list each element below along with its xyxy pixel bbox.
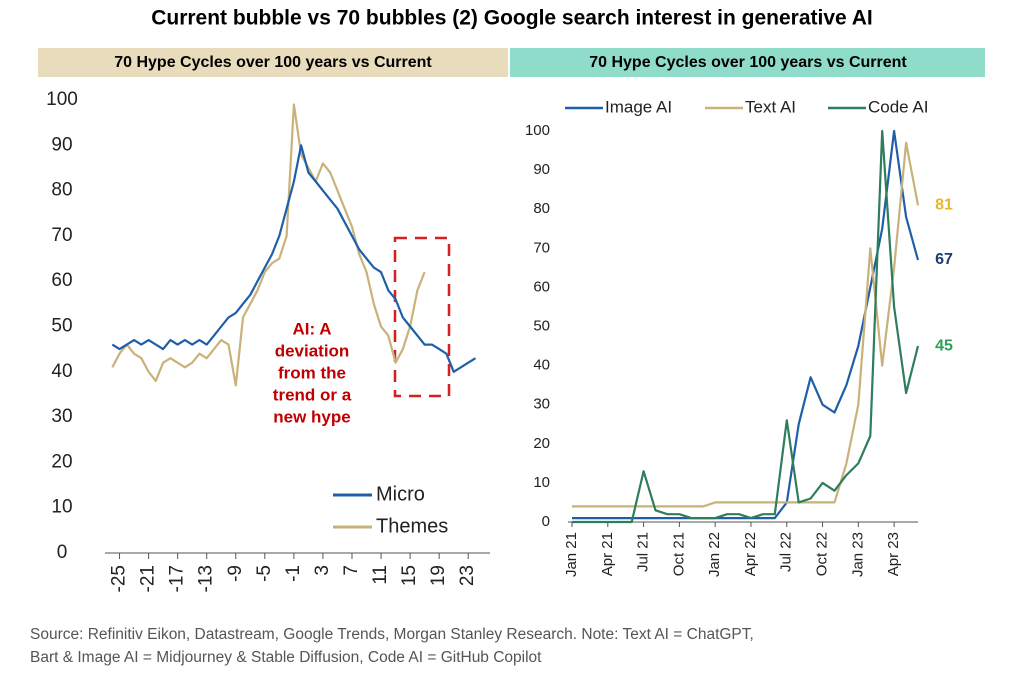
right-chart-title: 70 Hype Cycles over 100 years vs Current — [589, 54, 907, 71]
y-tick-label: 60 — [533, 278, 550, 295]
page-title: Current bubble vs 70 bubbles (2) Google … — [151, 7, 873, 30]
x-tick-label: 11 — [370, 565, 391, 585]
x-tick-label: Apr 21 — [599, 532, 616, 576]
x-tick-label: Jan 23 — [849, 532, 866, 577]
y-tick-label: 30 — [533, 396, 550, 413]
x-tick-label: Oct 22 — [814, 532, 831, 576]
x-tick-label: -17 — [167, 565, 188, 592]
y-tick-label: 70 — [51, 225, 72, 246]
y-tick-label: 100 — [525, 122, 550, 139]
y-tick-label: 30 — [51, 406, 72, 427]
y-tick-label: 0 — [57, 542, 68, 563]
y-tick-label: 90 — [51, 134, 72, 155]
y-tick-label: 60 — [51, 270, 72, 291]
source-note: Bart & Image AI = Midjourney & Stable Di… — [30, 649, 542, 666]
highlight-box — [393, 236, 451, 398]
x-tick-label: 23 — [457, 565, 478, 586]
x-tick-label: 7 — [341, 565, 362, 576]
y-tick-label: 70 — [533, 239, 550, 256]
x-tick-label: -9 — [225, 565, 246, 582]
end-value-label: 81 — [935, 197, 953, 214]
left-chart-title: 70 Hype Cycles over 100 years vs Current — [114, 54, 432, 71]
x-tick-label: -1 — [283, 565, 304, 582]
annotation: from the — [278, 363, 346, 382]
y-tick-label: 80 — [51, 180, 72, 201]
x-tick-label: 19 — [428, 565, 449, 586]
y-tick-label: 100 — [46, 89, 78, 110]
y-tick-label: 40 — [51, 361, 72, 382]
x-tick-label: Oct 21 — [670, 532, 687, 576]
annotation: trend or a — [273, 385, 352, 404]
y-tick-label: 10 — [51, 497, 72, 518]
y-tick-label: 50 — [533, 317, 550, 334]
x-tick-label: Jan 21 — [563, 532, 580, 577]
source-note: Source: Refinitiv Eikon, Datastream, Goo… — [30, 626, 754, 643]
line-series — [572, 129, 920, 524]
end-value-label: 45 — [935, 337, 953, 354]
legend-label: Code AI — [868, 97, 929, 116]
line-series — [111, 103, 426, 387]
line-series — [572, 129, 920, 520]
annotation: new hype — [273, 407, 350, 426]
x-tick-label: Jan 22 — [706, 532, 723, 577]
annotation: AI: A — [292, 319, 331, 338]
x-tick-label: 15 — [399, 565, 420, 586]
legend-label: Micro — [376, 483, 425, 505]
y-tick-label: 40 — [533, 357, 550, 374]
legend-label: Themes — [376, 515, 448, 537]
x-tick-label: -25 — [109, 565, 130, 592]
x-tick-label: Jul 22 — [778, 532, 795, 572]
y-tick-label: 0 — [542, 513, 550, 530]
x-tick-label: -21 — [138, 565, 159, 592]
y-tick-label: 20 — [51, 451, 72, 472]
x-tick-label: -5 — [254, 565, 275, 582]
y-tick-label: 80 — [533, 200, 550, 217]
x-tick-label: Jul 21 — [635, 532, 652, 572]
line-series — [111, 144, 477, 373]
y-tick-label: 50 — [51, 316, 72, 337]
line-series — [572, 141, 920, 508]
y-tick-label: 90 — [533, 161, 550, 178]
y-tick-label: 10 — [533, 474, 550, 491]
annotation: deviation — [275, 341, 350, 360]
y-tick-label: 20 — [533, 435, 550, 452]
x-tick-label: Apr 22 — [742, 532, 759, 576]
left-header-band — [38, 48, 508, 77]
x-tick-label: -13 — [196, 565, 217, 592]
legend-label: Text AI — [745, 97, 796, 116]
x-tick-label: Apr 23 — [885, 532, 902, 576]
legend-label: Image AI — [605, 97, 672, 116]
end-value-label: 67 — [935, 251, 953, 268]
x-tick-label: 3 — [312, 565, 333, 576]
right-header-band — [510, 48, 985, 77]
